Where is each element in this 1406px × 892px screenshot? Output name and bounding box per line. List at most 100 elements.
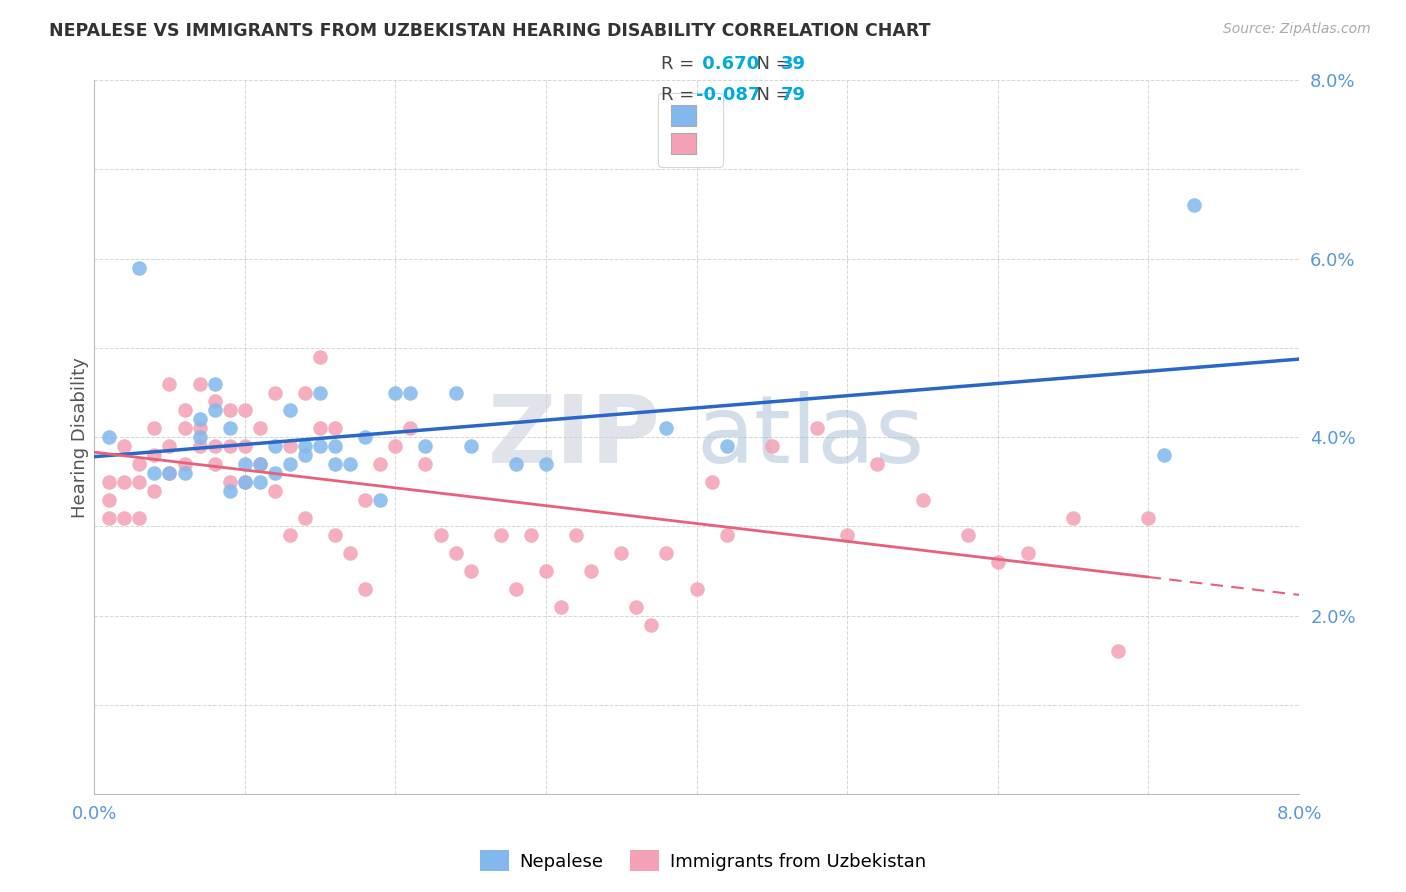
Point: [429, 528, 451, 542]
Point: [204, 394, 226, 409]
Point: [505, 457, 527, 471]
Point: [112, 439, 135, 453]
Point: [128, 457, 150, 471]
Point: [218, 421, 240, 435]
Point: [188, 376, 211, 391]
Point: [837, 528, 859, 542]
Point: [204, 403, 226, 417]
Point: [128, 475, 150, 489]
Point: [188, 421, 211, 435]
Point: [368, 492, 391, 507]
Point: [399, 385, 422, 400]
Point: [143, 448, 166, 462]
Point: [323, 439, 346, 453]
Point: [806, 421, 828, 435]
Point: [294, 510, 316, 524]
Text: ZIP: ZIP: [488, 392, 661, 483]
Point: [550, 599, 572, 614]
Point: [716, 439, 738, 453]
Point: [218, 439, 240, 453]
Point: [579, 564, 602, 578]
Text: N =: N =: [745, 87, 797, 104]
Point: [278, 528, 301, 542]
Point: [278, 403, 301, 417]
Point: [278, 457, 301, 471]
Point: [264, 385, 287, 400]
Text: 39: 39: [780, 55, 806, 73]
Point: [188, 430, 211, 444]
Point: [112, 510, 135, 524]
Point: [233, 457, 256, 471]
Point: [233, 475, 256, 489]
Text: Source: ZipAtlas.com: Source: ZipAtlas.com: [1223, 22, 1371, 37]
Point: [204, 457, 226, 471]
Point: [534, 457, 557, 471]
Point: [98, 430, 121, 444]
Point: [294, 448, 316, 462]
Point: [173, 466, 195, 480]
Point: [159, 466, 181, 480]
Point: [610, 546, 633, 560]
Point: [309, 439, 332, 453]
Point: [294, 439, 316, 453]
Point: [640, 617, 662, 632]
Point: [173, 403, 195, 417]
Point: [761, 439, 783, 453]
Text: 79: 79: [780, 87, 806, 104]
Point: [249, 457, 271, 471]
Point: [1062, 510, 1084, 524]
Point: [249, 475, 271, 489]
Point: [112, 475, 135, 489]
Point: [339, 457, 361, 471]
Text: N =: N =: [745, 55, 797, 73]
Point: [233, 439, 256, 453]
Point: [128, 510, 150, 524]
Point: [218, 403, 240, 417]
Point: [233, 403, 256, 417]
Point: [1153, 448, 1175, 462]
Point: [354, 582, 377, 596]
Legend: , : ,: [658, 93, 723, 167]
Point: [309, 385, 332, 400]
Point: [159, 376, 181, 391]
Text: 0.670: 0.670: [696, 55, 759, 73]
Point: [159, 466, 181, 480]
Point: [98, 475, 121, 489]
Point: [1017, 546, 1039, 560]
Point: [700, 475, 723, 489]
Point: [368, 457, 391, 471]
Point: [415, 457, 437, 471]
Point: [323, 528, 346, 542]
Point: [249, 457, 271, 471]
Point: [489, 528, 512, 542]
Point: [188, 439, 211, 453]
Point: [339, 546, 361, 560]
Point: [565, 528, 588, 542]
Point: [143, 421, 166, 435]
Point: [460, 564, 482, 578]
Point: [249, 421, 271, 435]
Point: [309, 421, 332, 435]
Legend: Nepalese, Immigrants from Uzbekistan: Nepalese, Immigrants from Uzbekistan: [472, 843, 934, 879]
Point: [1137, 510, 1160, 524]
Point: [278, 439, 301, 453]
Point: [384, 385, 406, 400]
Point: [1182, 198, 1205, 212]
Point: [204, 376, 226, 391]
Point: [128, 260, 150, 275]
Point: [866, 457, 889, 471]
Point: [173, 421, 195, 435]
Point: [534, 564, 557, 578]
Point: [716, 528, 738, 542]
Point: [956, 528, 979, 542]
Point: [444, 385, 467, 400]
Point: [460, 439, 482, 453]
Point: [264, 466, 287, 480]
Text: R =: R =: [661, 55, 700, 73]
Text: atlas: atlas: [696, 392, 925, 483]
Point: [520, 528, 543, 542]
Text: -0.087: -0.087: [696, 87, 761, 104]
Point: [204, 439, 226, 453]
Point: [626, 599, 648, 614]
Point: [505, 582, 527, 596]
